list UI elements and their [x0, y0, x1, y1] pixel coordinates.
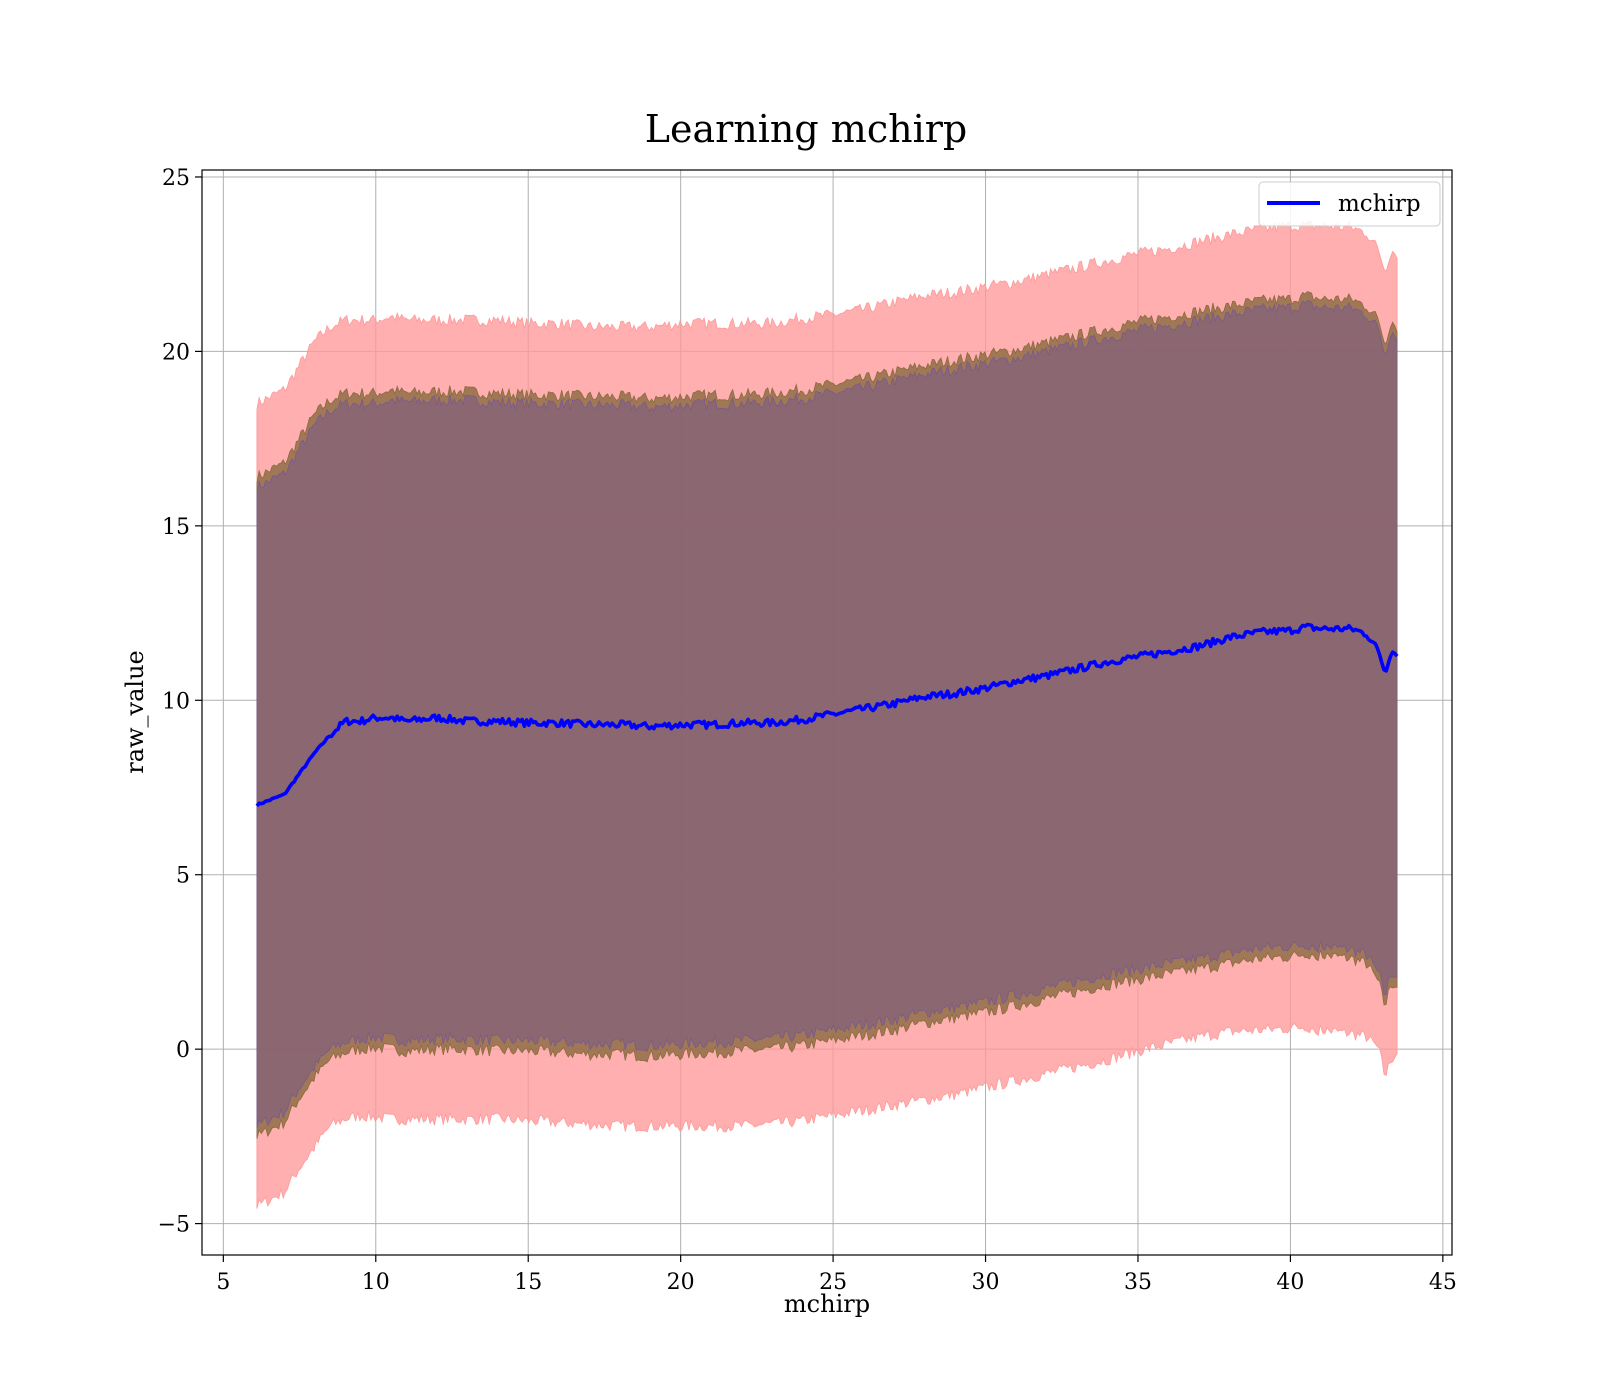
y-tick-label-5: 20	[162, 340, 190, 365]
y-axis-label: raw_value	[121, 650, 149, 774]
y-tick-label-0: −5	[158, 1213, 190, 1238]
band-2	[256, 300, 1398, 1129]
legend-label-mchirp: mchirp	[1338, 191, 1421, 217]
x-tick-label-5: 30	[972, 1270, 1000, 1295]
x-tick-label-8: 45	[1429, 1270, 1457, 1295]
x-tick-label-1: 10	[362, 1270, 390, 1295]
x-axis-label: mchirp	[784, 1290, 870, 1318]
x-tick-label-4: 25	[819, 1270, 847, 1295]
y-axis-ticks: −5 0 5 10 15 20 25	[158, 166, 202, 1238]
confidence-bands	[256, 221, 1398, 1209]
legend: mchirp	[1258, 181, 1441, 227]
x-tick-label-6: 35	[1124, 1270, 1152, 1295]
series-lines	[255, 622, 1399, 808]
series-line-mchirp	[255, 622, 1399, 808]
y-tick-label-3: 10	[162, 689, 190, 714]
x-tick-label-7: 40	[1276, 1270, 1304, 1295]
chart-title: Learning mchirp	[645, 107, 967, 151]
x-tick-label-2: 15	[514, 1270, 542, 1295]
x-tick-label-0: 5	[216, 1270, 230, 1295]
y-tick-label-2: 5	[176, 864, 190, 889]
plot-frame	[201, 169, 1453, 1256]
y-tick-label-1: 0	[176, 1038, 190, 1063]
y-tick-label-4: 15	[162, 515, 190, 540]
legend-box	[1258, 181, 1441, 227]
y-tick-label-6: 25	[162, 166, 190, 191]
x-axis-ticks: 5 10 15 20 25 30 35 40 45	[216, 1255, 1457, 1295]
x-tick-label-3: 20	[667, 1270, 695, 1295]
